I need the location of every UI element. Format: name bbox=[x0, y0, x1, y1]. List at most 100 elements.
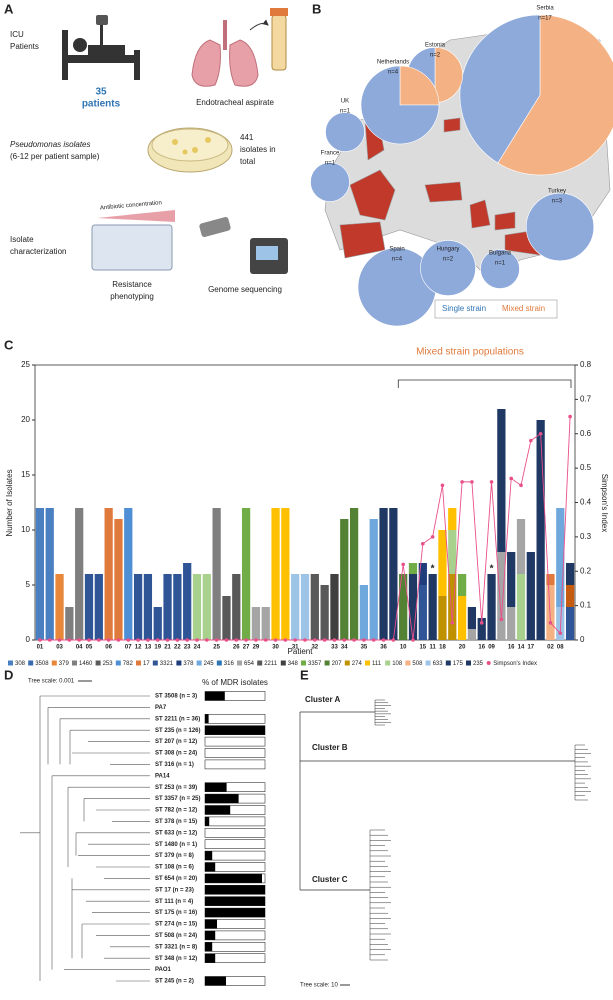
simpson-point bbox=[38, 638, 42, 642]
petri-dish-icon bbox=[147, 127, 233, 173]
mdr-bar bbox=[205, 908, 265, 918]
legend-label: 108 bbox=[392, 661, 403, 667]
x-tick-label: 23 bbox=[184, 645, 191, 651]
simpson-point bbox=[538, 431, 543, 436]
x-tick-label: 02 bbox=[547, 645, 554, 651]
total-label: 441 bbox=[240, 133, 254, 142]
bar-segment bbox=[428, 574, 437, 640]
row-label: ST 782 (n = 12) bbox=[155, 808, 197, 814]
pie-slice bbox=[325, 112, 365, 152]
pie-slice bbox=[459, 14, 541, 164]
mdr-bar bbox=[205, 919, 217, 929]
row-label: ST 3321 (n = 8) bbox=[155, 944, 197, 950]
x-tick-label: 05 bbox=[86, 645, 93, 651]
row-label: ST 235 (n = 126) bbox=[155, 728, 201, 734]
legend-swatch bbox=[8, 660, 13, 666]
asterisk: * bbox=[431, 564, 435, 575]
legend-label: 3508 bbox=[35, 661, 49, 667]
country-label: Spain bbox=[389, 247, 404, 253]
x-tick-label: 13 bbox=[145, 645, 152, 651]
legend-label: Simpson's Index bbox=[493, 661, 537, 667]
simpson-point bbox=[313, 638, 317, 642]
bar-segment bbox=[546, 574, 555, 585]
bar-segment bbox=[418, 585, 427, 640]
mdr-box bbox=[204, 759, 266, 770]
row-label: ST 308 (n = 24) bbox=[155, 751, 197, 757]
row-label: ST 274 (n = 15) bbox=[155, 922, 197, 928]
bar-segment bbox=[457, 596, 467, 640]
bar-segment bbox=[565, 563, 575, 585]
x-axis-label: Patient bbox=[288, 647, 314, 656]
pie-slice bbox=[399, 65, 440, 106]
legend-label: 2211 bbox=[264, 661, 278, 667]
sequencer-icon bbox=[199, 217, 288, 274]
country-n: n=1 bbox=[495, 261, 506, 267]
y-axis-label: Number of Isolates bbox=[5, 469, 14, 536]
country-n: n=2 bbox=[430, 53, 441, 59]
simpson-point bbox=[67, 638, 72, 642]
legend-label: 245 bbox=[204, 661, 215, 667]
legend-label: 348 bbox=[288, 661, 299, 667]
bar-segment bbox=[438, 530, 447, 596]
x-tick-label: 08 bbox=[557, 645, 564, 651]
x-tick-label: 15 bbox=[419, 645, 426, 651]
simpson-point bbox=[509, 476, 513, 481]
simpson-point bbox=[126, 638, 131, 642]
bar-segment bbox=[457, 574, 467, 596]
mdr-bar bbox=[205, 851, 213, 861]
legend-swatch bbox=[28, 660, 34, 666]
country-label: Serbia bbox=[536, 6, 554, 12]
simpson-point bbox=[489, 480, 494, 484]
bar-segment bbox=[497, 552, 506, 640]
row-label: ST 508 (n = 24) bbox=[155, 933, 197, 939]
row-label: ST 3357 (n = 25) bbox=[155, 796, 201, 802]
row-label: ST 316 (n = 1) bbox=[155, 762, 194, 768]
country-label: Hungary bbox=[437, 247, 460, 253]
row-label: ST 654 (n = 20) bbox=[155, 876, 197, 882]
panel-letter: C bbox=[4, 337, 14, 352]
legend-mixed: Mixed strain bbox=[502, 304, 545, 313]
legend-label: 274 bbox=[352, 661, 363, 667]
row-label: PA14 bbox=[155, 773, 170, 779]
pie-slice bbox=[310, 162, 350, 202]
sequencing-label: Genome sequencing bbox=[208, 285, 282, 294]
legend-swatch bbox=[216, 660, 222, 666]
legend-label: 1460 bbox=[79, 661, 93, 667]
mdr-bar bbox=[205, 862, 216, 872]
x-tick-label: 18 bbox=[439, 645, 446, 651]
characterization-label: characterization bbox=[10, 247, 66, 256]
legend-swatch bbox=[324, 660, 330, 666]
simpson-point bbox=[411, 638, 415, 642]
bar-segment bbox=[291, 574, 300, 640]
legend-swatch bbox=[51, 660, 57, 666]
mdr-box bbox=[204, 736, 266, 747]
row-label: ST 3508 (n = 3) bbox=[155, 694, 197, 700]
bar-segment bbox=[516, 574, 526, 640]
x-tick-label: 27 bbox=[243, 645, 250, 651]
country-n: n=1 bbox=[325, 161, 336, 167]
legend-swatch bbox=[136, 660, 141, 666]
simpson-point bbox=[273, 638, 278, 642]
annotation: Mixed strain populations bbox=[416, 347, 524, 358]
x-tick-label: 03 bbox=[56, 645, 63, 651]
x-tick-label: 16 bbox=[508, 645, 515, 651]
bracket bbox=[397, 379, 572, 388]
y-tick-label: 15 bbox=[21, 470, 30, 479]
simpson-point bbox=[57, 638, 62, 642]
simpson-point bbox=[430, 535, 435, 539]
simpson-point bbox=[470, 480, 474, 484]
bar-segment bbox=[114, 519, 123, 640]
simpson-point bbox=[224, 638, 229, 642]
x-tick-label: 09 bbox=[488, 645, 495, 651]
mdr-bar bbox=[205, 816, 210, 826]
x-tick-label: 34 bbox=[341, 645, 348, 651]
cluster-label: Cluster B bbox=[312, 743, 348, 752]
legend-swatch bbox=[152, 660, 158, 666]
simpson-point bbox=[116, 638, 121, 642]
simpson-point bbox=[214, 638, 219, 642]
bar-segment bbox=[55, 574, 64, 640]
pie-slice bbox=[525, 192, 595, 262]
bar-segment bbox=[536, 420, 545, 640]
mdr-box bbox=[204, 827, 266, 838]
country-n: n=4 bbox=[392, 257, 403, 263]
